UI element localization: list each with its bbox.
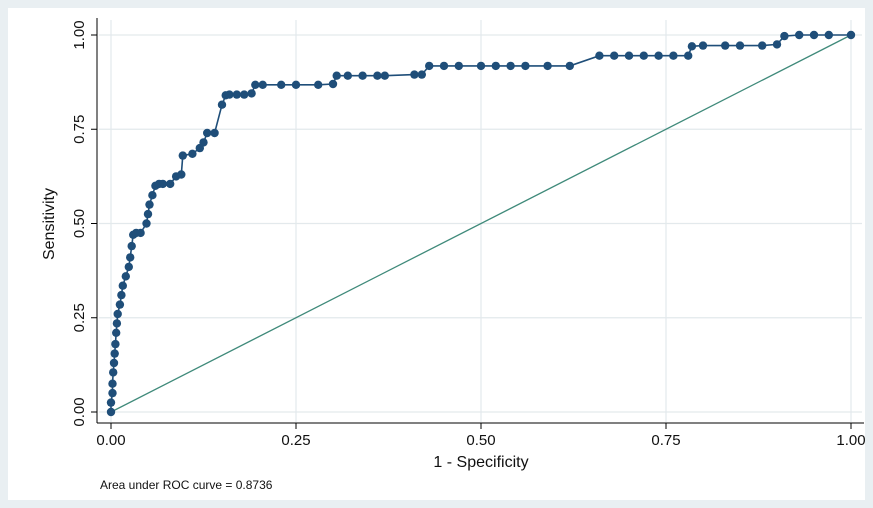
roc-point bbox=[654, 51, 663, 60]
roc-point bbox=[610, 51, 619, 60]
x-tick-label: 0.00 bbox=[96, 432, 125, 449]
roc-point bbox=[127, 241, 136, 251]
roc-point bbox=[143, 209, 153, 219]
x-tick-label: 0.50 bbox=[466, 432, 495, 449]
roc-point bbox=[199, 138, 208, 147]
roc-point bbox=[217, 100, 227, 109]
roc-point bbox=[358, 71, 367, 80]
roc-point bbox=[439, 61, 449, 71]
roc-point bbox=[780, 31, 789, 41]
roc-point bbox=[203, 128, 212, 138]
roc-point bbox=[113, 309, 122, 319]
roc-point bbox=[410, 70, 419, 79]
y-tick-label: 1.00 bbox=[71, 20, 88, 49]
roc-point bbox=[106, 398, 116, 407]
x-tick-label: 0.75 bbox=[651, 432, 680, 449]
roc-point bbox=[277, 80, 286, 90]
roc-point bbox=[115, 300, 125, 309]
roc-point bbox=[735, 41, 745, 50]
auc-note: Area under ROC curve = 0.8736 bbox=[100, 478, 273, 492]
roc-point bbox=[543, 61, 552, 71]
roc-point bbox=[177, 170, 186, 179]
roc-point bbox=[314, 80, 323, 90]
roc-point bbox=[595, 51, 604, 60]
roc-point bbox=[126, 253, 135, 262]
roc-point bbox=[111, 339, 120, 349]
roc-point bbox=[158, 179, 167, 189]
roc-point bbox=[145, 200, 154, 209]
x-tick-label: 0.25 bbox=[281, 432, 310, 449]
roc-point bbox=[210, 128, 219, 138]
roc-point bbox=[124, 262, 133, 272]
roc-point bbox=[247, 89, 256, 98]
roc-point bbox=[106, 407, 116, 417]
roc-point bbox=[343, 71, 352, 80]
roc-curve-layer bbox=[106, 30, 856, 417]
y-tick-label: 0.25 bbox=[71, 303, 88, 332]
reference-line-layer bbox=[110, 34, 852, 413]
roc-point bbox=[795, 30, 804, 40]
roc-point bbox=[108, 379, 117, 388]
roc-point bbox=[148, 191, 157, 200]
y-tick-label: 0.75 bbox=[71, 115, 88, 144]
roc-point bbox=[117, 290, 126, 300]
roc-point bbox=[373, 71, 382, 80]
roc-point bbox=[772, 40, 782, 49]
roc-point bbox=[332, 71, 341, 80]
roc-point bbox=[232, 90, 241, 99]
roc-point bbox=[240, 90, 249, 99]
roc-point bbox=[758, 41, 767, 50]
roc-point bbox=[669, 51, 678, 60]
roc-point bbox=[291, 80, 301, 90]
roc-point bbox=[178, 151, 187, 160]
roc-point bbox=[639, 51, 648, 60]
roc-point bbox=[491, 61, 500, 71]
roc-point bbox=[417, 70, 426, 79]
x-tick-label: 1.00 bbox=[836, 432, 865, 449]
roc-point bbox=[110, 349, 119, 358]
x-axis-ticks: 0.00 0.25 0.50 0.75 1.00 bbox=[96, 423, 866, 449]
roc-point bbox=[142, 219, 151, 228]
roc-point bbox=[721, 41, 730, 50]
roc-point bbox=[506, 61, 515, 71]
roc-point bbox=[476, 61, 486, 71]
roc-point bbox=[521, 61, 530, 71]
roc-point bbox=[687, 42, 697, 51]
roc-point bbox=[251, 80, 260, 90]
x-axis-title: 1 - Specificity bbox=[433, 454, 528, 471]
roc-point bbox=[846, 30, 856, 40]
roc-point bbox=[684, 51, 693, 60]
roc-point bbox=[454, 61, 463, 71]
roc-point bbox=[166, 179, 175, 189]
roc-point bbox=[824, 30, 833, 40]
y-axis-title: Sensitivity bbox=[41, 188, 58, 260]
roc-point bbox=[109, 358, 119, 368]
roc-point bbox=[328, 79, 338, 89]
roc-point bbox=[136, 228, 145, 238]
reference-line bbox=[110, 34, 852, 413]
roc-point bbox=[109, 368, 118, 377]
roc-point bbox=[188, 149, 197, 158]
roc-point bbox=[565, 61, 574, 71]
roc-point bbox=[112, 328, 121, 337]
roc-point bbox=[809, 30, 819, 40]
y-tick-label: 0.00 bbox=[71, 397, 88, 426]
roc-point bbox=[118, 281, 128, 290]
roc-point bbox=[380, 71, 389, 80]
roc-point bbox=[698, 41, 708, 50]
roc-point bbox=[425, 61, 434, 71]
roc-point bbox=[225, 90, 234, 99]
roc-point bbox=[258, 80, 267, 90]
roc-point bbox=[112, 319, 122, 328]
y-axis-ticks: 0.00 0.25 0.50 0.75 1.00 bbox=[71, 20, 97, 427]
roc-point bbox=[121, 272, 130, 281]
roc-point bbox=[108, 388, 117, 398]
y-tick-label: 0.50 bbox=[71, 209, 88, 238]
roc-point bbox=[624, 51, 634, 60]
